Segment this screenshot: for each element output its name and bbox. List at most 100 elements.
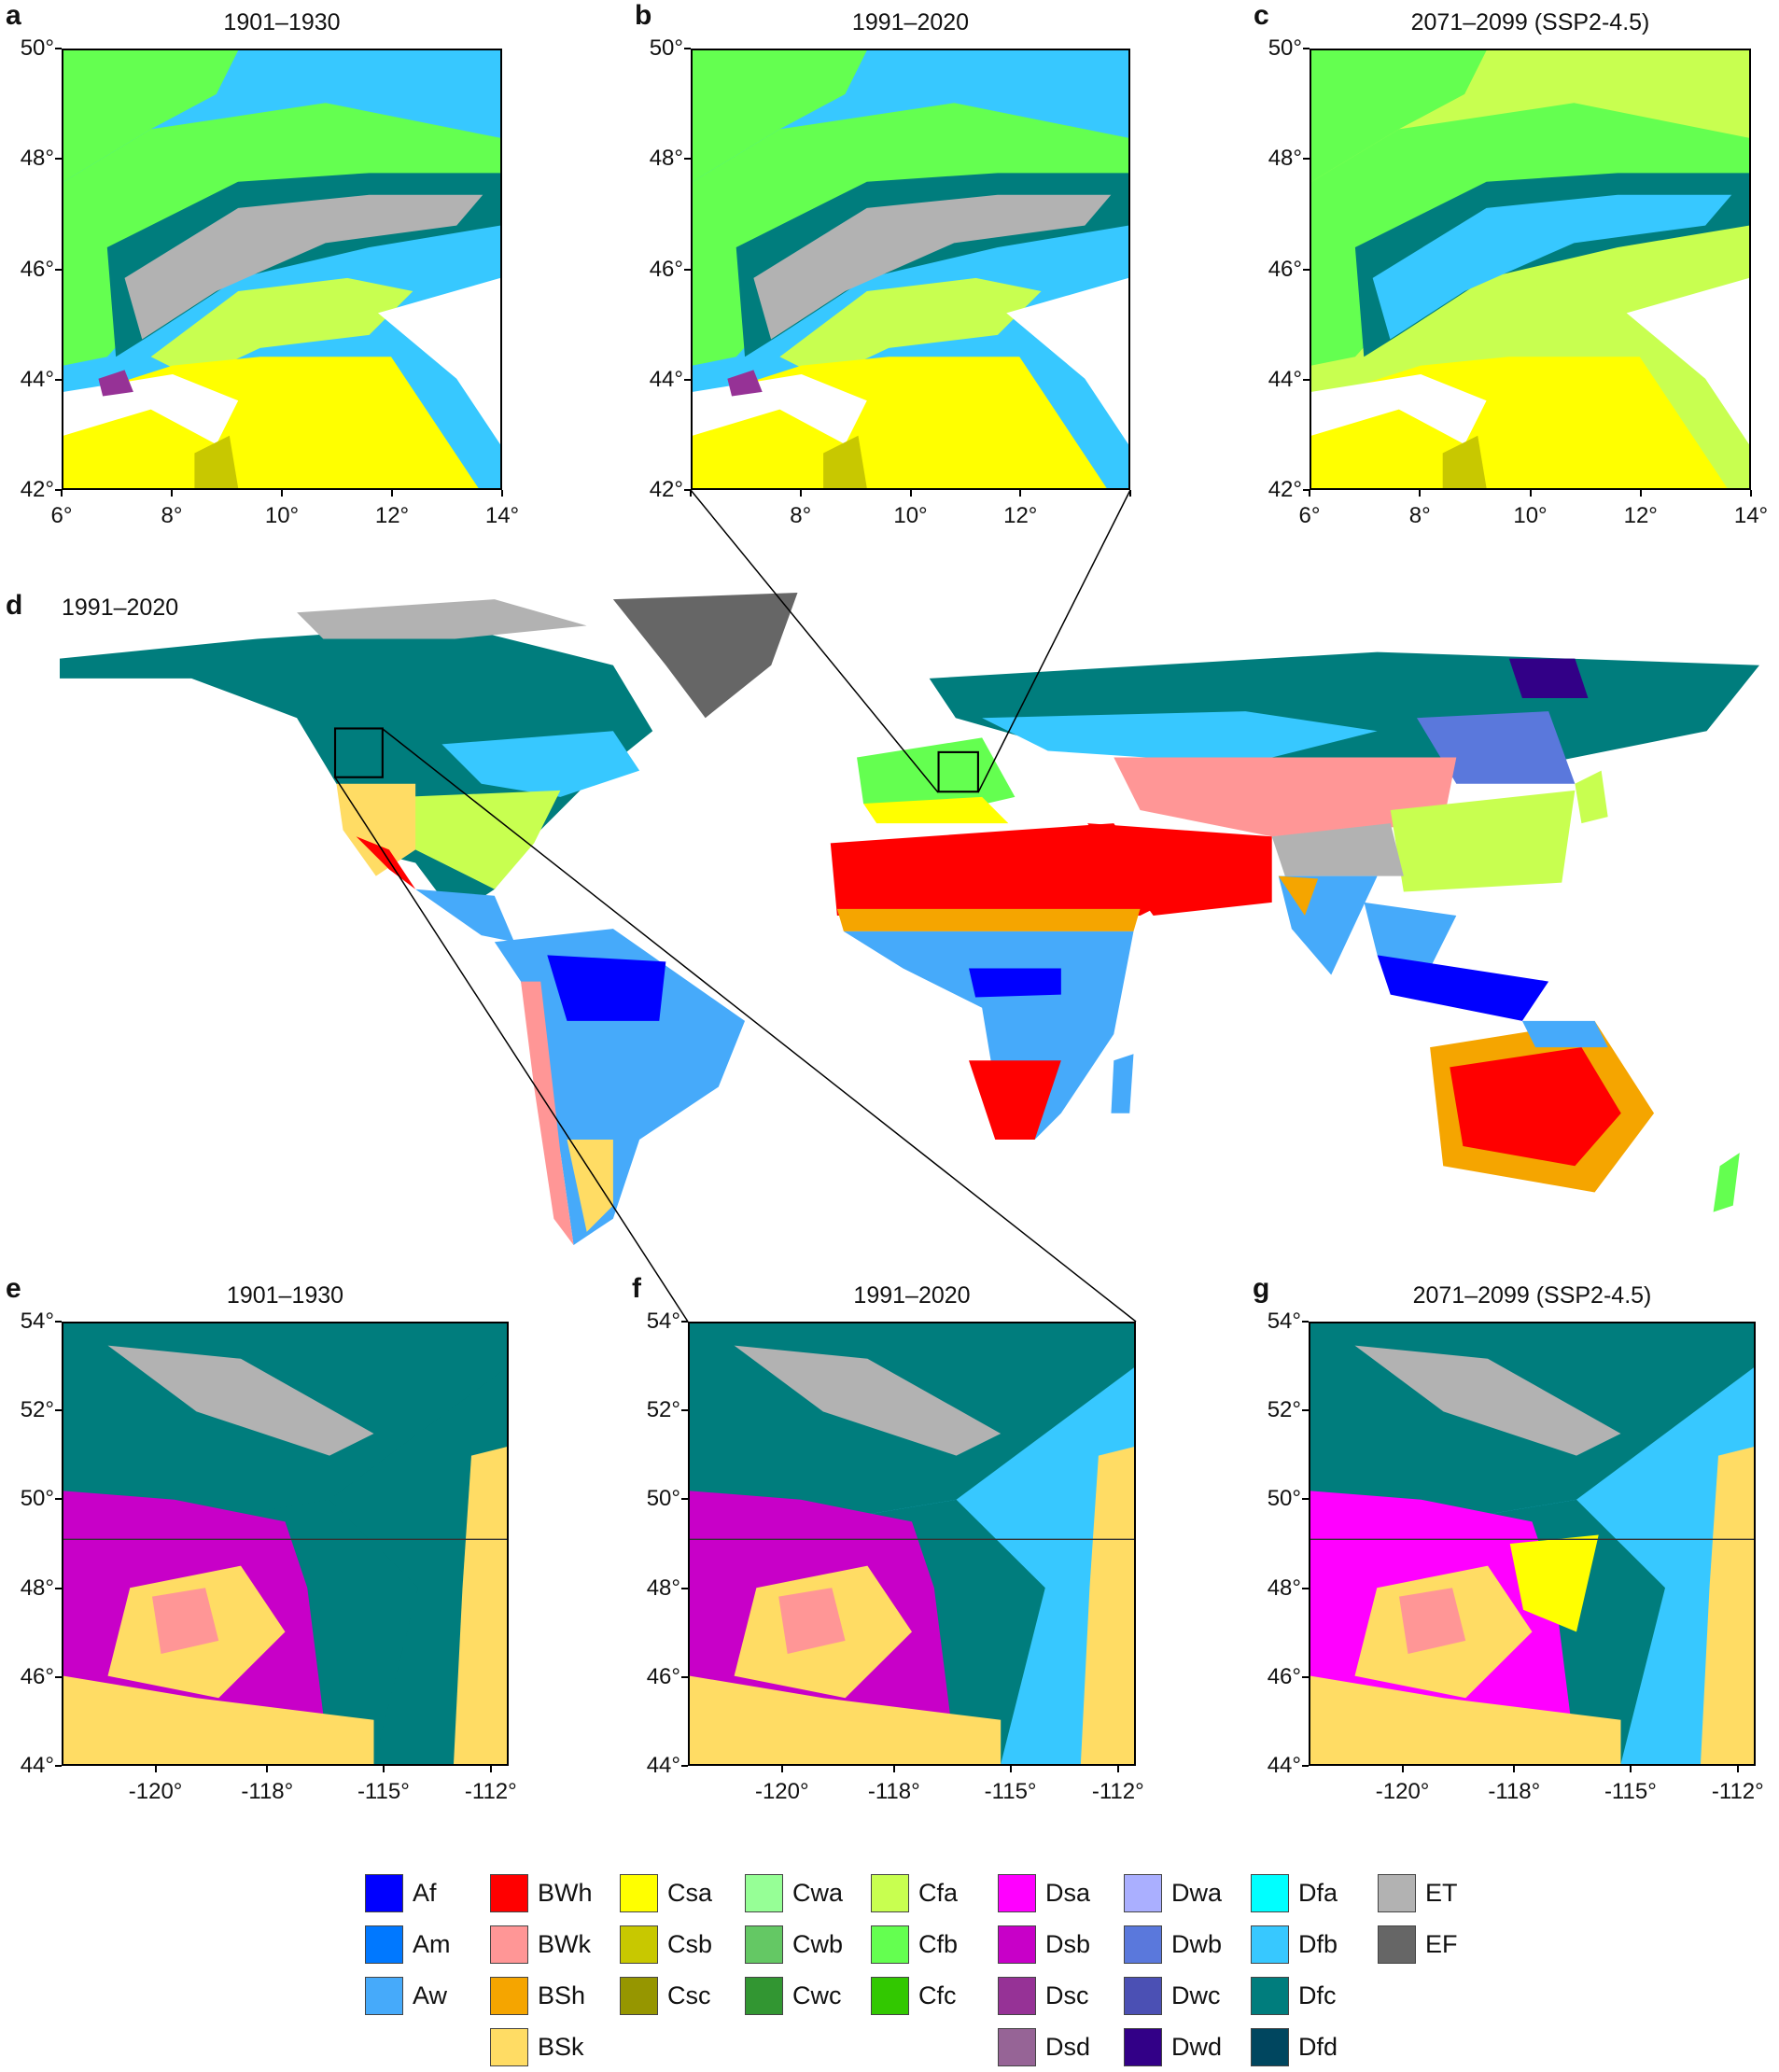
lat-tick-label: 52°	[20, 1397, 54, 1423]
lat-tick-mark	[55, 268, 62, 271]
lon-tick-label: -120°	[1375, 1779, 1430, 1804]
panel-title-a: 1901–1930	[223, 9, 341, 35]
lon-tick-mark	[61, 490, 63, 497]
legend-swatch	[1378, 1874, 1416, 1912]
lat-tick-label: 48°	[1267, 1575, 1301, 1601]
legend-label: BWh	[538, 1879, 593, 1907]
lon-tick-label: 14°	[1733, 503, 1769, 528]
legend-swatch	[1124, 1925, 1162, 1964]
panel-title-e: 1901–1930	[226, 1282, 344, 1309]
legend-label: Dfa	[1298, 1879, 1338, 1907]
legend-label: Af	[413, 1879, 437, 1907]
regional-map-f	[688, 1322, 1136, 1766]
lat-tick-label: 52°	[646, 1397, 680, 1423]
lat-tick-mark	[684, 268, 691, 271]
southern-africa-bwh	[969, 1060, 1061, 1140]
lat-tick-mark	[55, 1409, 62, 1412]
lat-tick-label: 46°	[1268, 256, 1302, 282]
panel-letter-g: g	[1253, 1273, 1270, 1304]
lon-tick-mark	[1309, 490, 1310, 497]
lat-tick-mark	[55, 1587, 62, 1589]
lat-tick-label: 44°	[20, 1753, 54, 1778]
lat-tick-mark	[681, 1765, 688, 1767]
legend-label: Cwa	[792, 1879, 844, 1907]
india-bsh	[1278, 875, 1319, 916]
legend-label: Cfc	[918, 1981, 957, 2009]
lon-tick-label: -115°	[1604, 1779, 1657, 1804]
lat-tick-mark	[1302, 1675, 1309, 1678]
lon-tick-mark	[1513, 1766, 1516, 1772]
legend-label: BSh	[538, 1981, 586, 2009]
lon-tick-label: 8°	[1408, 503, 1431, 528]
legend-item-dsd: Dsd	[998, 2028, 1090, 2066]
lon-tick-label: -118°	[867, 1779, 920, 1804]
lat-tick-label: 42°	[1268, 477, 1302, 502]
lat-tick-mark	[684, 158, 691, 161]
lat-tick-mark	[55, 489, 62, 491]
lat-tick-mark	[681, 1675, 688, 1678]
lat-tick-mark	[681, 1409, 688, 1412]
lat-tick-mark	[1303, 268, 1310, 271]
lat-tick-label: 46°	[649, 256, 683, 282]
legend-item-et: ET	[1378, 1874, 1458, 1912]
lon-tick-mark	[1116, 1766, 1119, 1772]
legend-item-cwa: Cwa	[745, 1874, 843, 1912]
lat-tick-mark	[684, 48, 691, 49]
tibet-et	[1271, 823, 1404, 876]
legend-item-dwd: Dwd	[1124, 2028, 1222, 2066]
legend-label: Dfb	[1298, 1930, 1338, 1958]
legend-item-dfc: Dfc	[1251, 1977, 1337, 2015]
lat-tick-mark	[55, 48, 62, 49]
lat-tick-label: 50°	[646, 1486, 680, 1512]
legend-label: Dwd	[1171, 2033, 1223, 2061]
lon-tick-mark	[281, 490, 283, 497]
lon-tick-mark	[690, 490, 692, 497]
lat-tick-mark	[684, 378, 691, 381]
legend-item-bwk: BWk	[490, 1925, 591, 1964]
central-america-aw	[415, 889, 515, 943]
panel-letter-f: f	[632, 1273, 641, 1304]
usa-west-bsk	[336, 783, 416, 876]
legend-swatch	[1378, 1925, 1416, 1964]
lat-tick-label: 44°	[1267, 1753, 1301, 1778]
lon-tick-label: 14°	[484, 503, 520, 528]
legend-swatch	[365, 1977, 403, 2015]
australia-north-aw	[1521, 1020, 1608, 1048]
lat-tick-mark	[1302, 1409, 1309, 1412]
lat-tick-label: 46°	[20, 256, 54, 282]
regional-map-g	[1309, 1322, 1756, 1766]
legend-item-cwb: Cwb	[745, 1925, 843, 1964]
legend-item-dwa: Dwa	[1124, 1874, 1222, 1912]
lon-tick-mark	[489, 1766, 492, 1772]
lon-tick-mark	[501, 490, 503, 497]
africa-bwh	[830, 823, 1167, 916]
legend-item-csa: Csa	[620, 1874, 712, 1912]
legend-swatch	[745, 1977, 783, 2015]
legend-item-cfb: Cfb	[871, 1925, 958, 1964]
lat-tick-label: 46°	[20, 1663, 54, 1689]
siberia-dwd	[1508, 658, 1589, 699]
legend-item-dfd: Dfd	[1251, 2028, 1338, 2066]
panel-title-f: 1991–2020	[853, 1282, 971, 1309]
legend-label: Csb	[667, 1930, 713, 1958]
lon-tick-mark	[799, 490, 802, 497]
legend-item-ef: EF	[1378, 1925, 1458, 1964]
legend-item-cfc: Cfc	[871, 1977, 957, 2015]
legend-label: Cfb	[918, 1930, 959, 1958]
lon-tick-mark	[1401, 1766, 1404, 1772]
lat-tick-mark	[1303, 378, 1310, 381]
legend-swatch	[365, 1874, 403, 1912]
lat-tick-label: 42°	[649, 477, 683, 502]
legend-item-csb: Csb	[620, 1925, 712, 1964]
lat-tick-label: 50°	[1267, 1486, 1301, 1512]
legend-item-am: Am	[365, 1925, 451, 1964]
lat-tick-label: 46°	[1267, 1663, 1301, 1689]
legend-item-dfa: Dfa	[1251, 1874, 1338, 1912]
lon-tick-mark	[1736, 1766, 1739, 1772]
lon-tick-mark	[1629, 1766, 1632, 1772]
lon-tick-label: -120°	[128, 1779, 183, 1804]
lat-tick-mark	[1303, 158, 1310, 161]
lon-tick-label: 10°	[264, 503, 300, 528]
lat-tick-label: 52°	[1267, 1397, 1301, 1423]
lat-tick-mark	[684, 489, 691, 491]
